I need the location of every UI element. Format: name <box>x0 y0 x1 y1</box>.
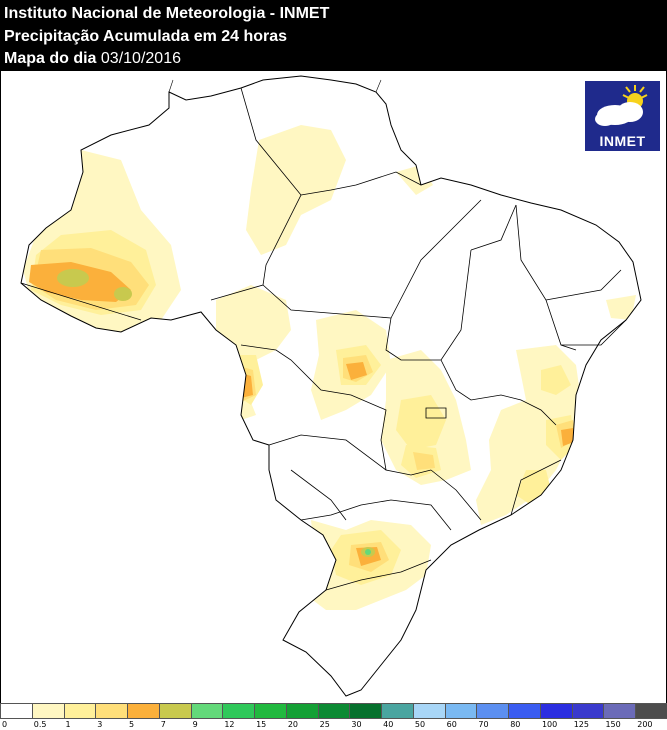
legend-label: 150 <box>605 720 621 729</box>
legend-swatch <box>444 703 478 719</box>
legend-label: 1 <box>65 720 71 729</box>
precipitation-legend: 0 0.5 1 3 5 7 9 12 15 20 25 30 40 50 60 70 80 100 125 150 20… <box>0 703 667 730</box>
legend-label: 70 <box>478 720 489 729</box>
map-canvas <box>20 75 642 697</box>
cloud-sun-icon <box>595 85 648 126</box>
legend-label: 40 <box>383 720 394 729</box>
legend-label: 0.5 <box>33 720 47 729</box>
legend-swatch <box>603 703 637 719</box>
logo-text: INMET <box>599 133 646 149</box>
state-borders <box>20 87 627 591</box>
legend-swatch <box>571 703 605 719</box>
legend-label: 12 <box>224 720 235 729</box>
legend-swatch <box>539 703 573 719</box>
map-date-line: Mapa do dia 03/10/2016 <box>4 49 181 69</box>
legend-label: 3 <box>97 720 103 729</box>
inmet-logo: INMET <box>585 81 660 151</box>
legend-swatch <box>349 703 383 719</box>
map-date: 03/10/2016 <box>100 50 181 67</box>
legend-swatch <box>285 703 319 719</box>
precipitation-fields <box>23 125 636 610</box>
legend-swatch <box>381 703 414 719</box>
institution-title: Instituto Nacional de Meteorologia - INM… <box>4 5 330 22</box>
legend-swatch <box>508 703 541 719</box>
legend-swatch <box>95 703 129 719</box>
legend-swatch <box>190 703 224 719</box>
legend-swatch <box>31 703 65 719</box>
legend-label: 50 <box>414 720 426 729</box>
legend-label: 0 <box>2 720 8 729</box>
legend-swatch <box>412 703 446 719</box>
legend-label: 200 <box>637 720 653 729</box>
legend-label: 20 <box>287 720 299 729</box>
legend-label: 15 <box>256 720 267 729</box>
legend-label: 100 <box>541 720 558 729</box>
legend-swatch <box>158 703 192 719</box>
legend-label: 125 <box>573 720 589 729</box>
legend-label: 7 <box>160 720 166 729</box>
legend-label: 60 <box>446 720 457 729</box>
legend-label: 80 <box>510 720 521 729</box>
legend-swatch <box>317 703 351 719</box>
legend-swatch <box>63 703 97 719</box>
legend-swatch <box>0 703 33 719</box>
legend-label: 25 <box>319 720 330 729</box>
legend-swatch <box>222 703 256 719</box>
map-header: Instituto Nacional de Meteorologia - INM… <box>0 0 667 71</box>
legend-swatch <box>476 703 510 719</box>
precipitation-map <box>0 71 667 703</box>
map-date-label: Mapa do dia <box>4 50 97 67</box>
legend-label: 9 <box>192 720 198 729</box>
legend-swatch <box>127 703 160 719</box>
legend-label: 30 <box>351 720 362 729</box>
legend-label: 5 <box>129 720 135 729</box>
product-title: Precipitação Acumulada em 24 horas <box>4 28 288 45</box>
legend-swatch <box>635 703 667 719</box>
legend-swatch <box>254 703 287 719</box>
